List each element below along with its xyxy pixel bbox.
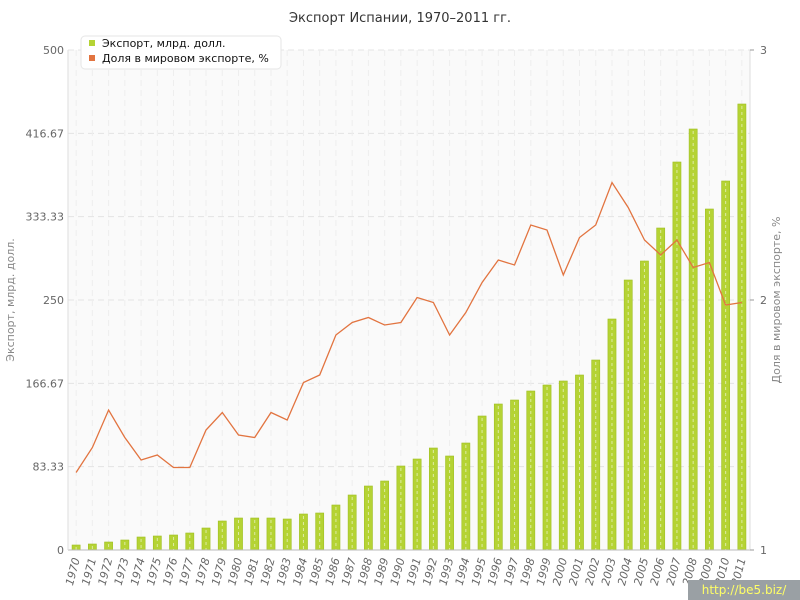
legend-swatch-export [89, 40, 95, 46]
y-tick-label-left: 83.33 [33, 461, 65, 474]
y-tick-label-right: 1 [760, 544, 767, 557]
x-ticks: 1970197119721973197419751976197719781979… [63, 556, 749, 587]
bar [737, 103, 747, 551]
chart-title: Экспорт Испании, 1970–2011 гг. [289, 11, 511, 26]
y-tick-label-left: 250 [43, 294, 64, 307]
y-tick-label-right: 2 [760, 294, 767, 307]
y-tick-label-left: 416.67 [26, 127, 65, 140]
bar [558, 380, 568, 551]
legend-box [80, 35, 282, 70]
legend-label-export[interactable]: Экспорт, млрд. долл. [102, 37, 225, 50]
y-tick-label-left: 166.67 [26, 377, 65, 390]
y-ticks-left: 0 83.33 166.67 250 333.33 416.67 500 [26, 44, 65, 557]
bar [315, 512, 325, 551]
y-axis-label-left: Экспорт, млрд. долл. [4, 238, 17, 361]
legend: Экспорт, млрд. долл. Доля в мировом эксп… [80, 35, 282, 70]
y-tick-label-right: 3 [760, 44, 767, 57]
bar [136, 536, 146, 551]
y-tick-label-left: 0 [57, 544, 64, 557]
bar [396, 465, 406, 551]
y-tick-label-left: 333.33 [26, 211, 65, 224]
y-tick-label-left: 500 [43, 44, 64, 57]
y-ticks-right: 1 2 3 [750, 44, 767, 557]
watermark[interactable]: http://be5.biz/ [688, 580, 800, 600]
bar [299, 513, 308, 551]
legend-label-share[interactable]: Доля в мировом экспорте, % [102, 52, 269, 65]
bar [640, 260, 649, 551]
share-line [75, 181, 742, 473]
legend-swatch-share [89, 55, 95, 61]
y-axis-label-right: Доля в мировом экспорте, % [770, 217, 783, 384]
